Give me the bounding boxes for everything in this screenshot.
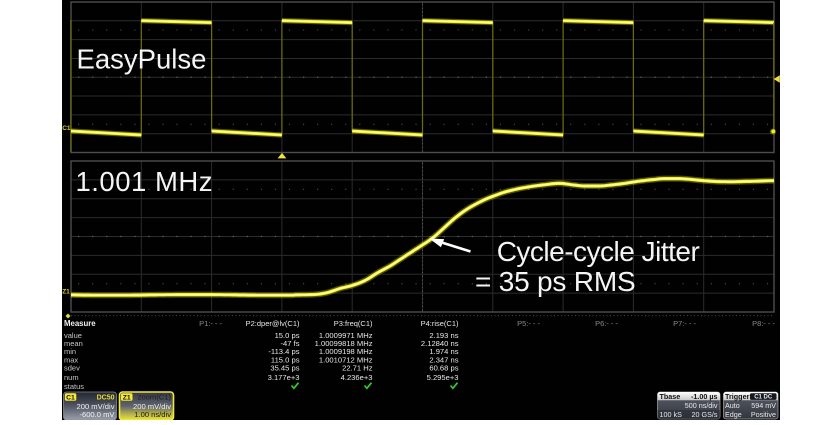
svg-text:115.0 ps: 115.0 ps <box>271 355 300 364</box>
svg-text:value: value <box>64 331 82 340</box>
svg-text:-600.0 mV: -600.0 mV <box>79 410 115 419</box>
svg-text:1.0009971 MHz: 1.0009971 MHz <box>319 331 373 340</box>
svg-text:100 kS: 100 kS <box>660 410 683 419</box>
svg-text:P7:- - -: P7:- - - <box>673 319 696 328</box>
svg-text:35.45 ps: 35.45 ps <box>270 364 299 373</box>
svg-text:1.0010712 MHz: 1.0010712 MHz <box>319 355 373 364</box>
svg-text:P4:rise(C1): P4:rise(C1) <box>421 319 459 328</box>
svg-text:EasyPulse: EasyPulse <box>77 44 207 75</box>
svg-text:22.71 Hz: 22.71 Hz <box>342 364 373 373</box>
svg-text:num: num <box>64 373 79 382</box>
svg-text:1.0009198 MHz: 1.0009198 MHz <box>319 347 373 356</box>
svg-text:4.236e+3: 4.236e+3 <box>341 373 373 382</box>
svg-text:status: status <box>64 382 84 391</box>
svg-text:Auto: Auto <box>725 401 740 410</box>
svg-text:200 mV/div: 200 mV/div <box>77 402 115 411</box>
svg-text:-47 fs: -47 fs <box>281 339 300 348</box>
svg-text:20 GS/s: 20 GS/s <box>692 410 718 419</box>
svg-text:= 35 ps RMS: = 35 ps RMS <box>475 266 635 297</box>
svg-text:2.347 ns: 2.347 ns <box>429 355 458 364</box>
svg-text:-113.4 ps: -113.4 ps <box>268 347 299 356</box>
svg-text:200 mV/div: 200 mV/div <box>133 402 171 411</box>
svg-text:Trigger: Trigger <box>725 392 750 401</box>
svg-text:sdev: sdev <box>64 364 80 373</box>
svg-text:C1 DC: C1 DC <box>754 395 773 401</box>
svg-text:P5:- - -: P5:- - - <box>517 319 540 328</box>
svg-text:500 ns/div: 500 ns/div <box>685 401 718 410</box>
svg-text:Tbase: Tbase <box>660 392 681 401</box>
svg-text:1.00 ns/div: 1.00 ns/div <box>134 410 171 419</box>
svg-text:Edge: Edge <box>725 410 742 419</box>
svg-text:2.193 ns: 2.193 ns <box>429 331 458 340</box>
svg-text:Positive: Positive <box>751 410 776 419</box>
svg-text:15.0 ps: 15.0 ps <box>275 331 300 340</box>
svg-text:1.974 ns: 1.974 ns <box>429 347 458 356</box>
svg-text:P8:- - -: P8:- - - <box>752 319 775 328</box>
svg-text:P6:- - -: P6:- - - <box>595 319 618 328</box>
svg-text:max: max <box>64 355 78 364</box>
svg-text:min: min <box>64 347 76 356</box>
svg-text:DC50: DC50 <box>97 395 115 402</box>
svg-text:594 mV: 594 mV <box>751 401 776 410</box>
svg-text:P2:dper@lv(C1): P2:dper@lv(C1) <box>246 319 300 328</box>
svg-text:-1.00 µs: -1.00 µs <box>691 392 718 401</box>
svg-text:2.12840 ns: 2.12840 ns <box>421 339 459 348</box>
svg-text:P3:freq(C1): P3:freq(C1) <box>334 319 373 328</box>
svg-text:3.177e+3: 3.177e+3 <box>268 373 300 382</box>
svg-text:P1:- - -: P1:- - - <box>199 319 222 328</box>
svg-text:Z1: Z1 <box>123 394 131 401</box>
svg-text:Measure: Measure <box>64 319 96 328</box>
svg-text:5.295e+3: 5.295e+3 <box>427 373 459 382</box>
svg-text:1.001 MHz: 1.001 MHz <box>76 166 213 197</box>
svg-text:mean: mean <box>64 339 83 348</box>
svg-text:C1: C1 <box>62 125 71 132</box>
svg-text:zoom(C1): zoom(C1) <box>138 393 172 402</box>
svg-text:Z1: Z1 <box>62 288 70 295</box>
svg-text:C1: C1 <box>66 394 75 401</box>
svg-text:Cycle-cycle Jitter: Cycle-cycle Jitter <box>497 236 700 267</box>
svg-text:1.00099818 MHz: 1.00099818 MHz <box>315 339 373 348</box>
svg-text:60.68 ps: 60.68 ps <box>429 364 458 373</box>
